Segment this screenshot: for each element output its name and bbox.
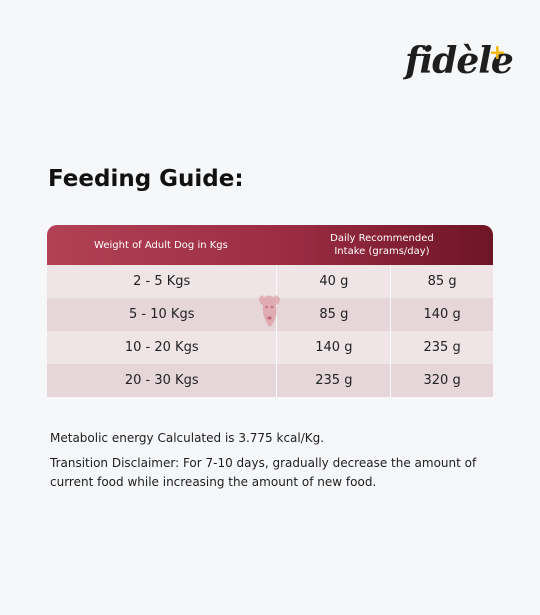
- table-header: Weight of Adult Dog in Kgs Daily Recomme…: [47, 225, 493, 265]
- cell-intake-max: 320 g: [423, 373, 461, 388]
- cell-intake-max: 85 g: [427, 274, 457, 289]
- cell-weight: 2 - 5 Kgs: [47, 265, 278, 298]
- cell-intake-min: 140 g: [277, 331, 392, 364]
- cell-intake-max: 235 g: [423, 340, 461, 355]
- metabolic-energy-note: Metabolic energy Calculated is 3.775 kca…: [50, 431, 325, 445]
- brand-logo: fidèle: [405, 40, 514, 82]
- cell-weight: 10 - 20 Kgs: [47, 331, 278, 364]
- header-intake-line2: Intake (grams/day): [334, 246, 430, 257]
- cell-intake-max: 140 g: [423, 307, 461, 322]
- page-title: Feeding Guide:: [48, 166, 244, 192]
- cell-intake-min: 85 g: [277, 298, 392, 331]
- header-weight: Weight of Adult Dog in Kgs: [94, 239, 228, 251]
- header-intake: Daily Recommended Intake (grams/day): [275, 232, 493, 258]
- cell-intake-min: 40 g: [277, 265, 392, 298]
- cell-weight: 5 - 10 Kgs: [47, 298, 278, 331]
- feeding-table: Weight of Adult Dog in Kgs Daily Recomme…: [47, 225, 493, 397]
- brand-plus-icon: +: [489, 40, 506, 64]
- header-intake-line1: Daily Recommended: [330, 233, 434, 244]
- cell-weight: 20 - 30 Kgs: [47, 364, 278, 397]
- table-row: 2 - 5 Kgs 40 g 85 g: [47, 265, 493, 298]
- table-row: 20 - 30 Kgs 235 g 320 g: [47, 364, 493, 397]
- table-row: 10 - 20 Kgs 140 g 235 g: [47, 331, 493, 364]
- transition-disclaimer: Transition Disclaimer: For 7-10 days, gr…: [50, 456, 477, 489]
- cell-intake-min: 235 g: [277, 364, 392, 397]
- dog-watermark-icon: [259, 295, 280, 327]
